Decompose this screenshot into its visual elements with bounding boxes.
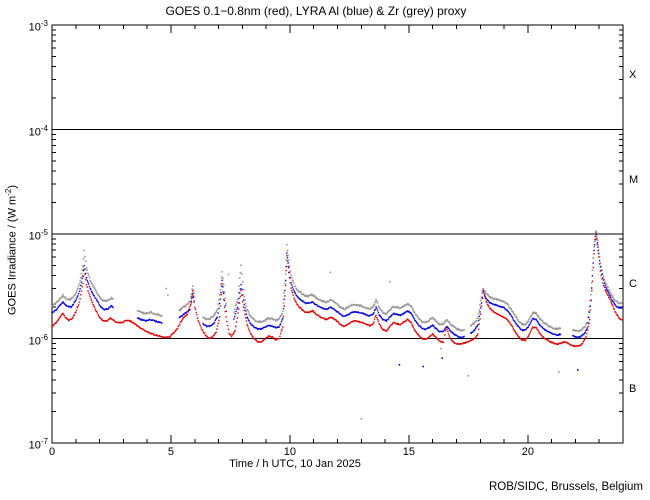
- x-tick-label-0: 0: [48, 446, 56, 458]
- outlier-dot-0: [165, 287, 167, 290]
- x-axis-label: Time / h UTC, 10 Jan 2025: [229, 458, 361, 470]
- x-tick-label-3: 15: [402, 446, 415, 458]
- y-axis-label-text: GOES Irradiance / (W m: [6, 195, 19, 315]
- chart-title: GOES 0.1−0.8nm (red), LYRA Al (blue) & Z…: [165, 4, 467, 18]
- outlier-dot-9: [398, 364, 401, 366]
- footer-credit: ROB/SIDC, Brussels, Belgium: [488, 481, 643, 493]
- y-tick-label-1: 10-4: [28, 123, 48, 139]
- outlier-dot-4: [389, 280, 391, 283]
- outlier-dot-3: [329, 271, 332, 274]
- y-axis-label-close: ): [6, 185, 19, 189]
- outlier-dot-7: [467, 375, 470, 377]
- y-tick-label-4: 10-7: [28, 437, 48, 452]
- outlier-dot-11: [441, 357, 443, 359]
- y-axis-label-sup: -2: [4, 188, 13, 196]
- outlier-dot-1: [167, 294, 169, 296]
- flare-class-label-b: B: [629, 382, 637, 395]
- series-lyra-al-proxy: [51, 233, 624, 339]
- outlier-dot-5: [360, 418, 363, 420]
- x-tick-label-4: 20: [521, 446, 534, 458]
- outlier-dot-12: [577, 369, 579, 371]
- x-tick-label-2: 10: [283, 446, 297, 458]
- series-lyra-zr-proxy: [51, 230, 624, 333]
- outlier-dot-2: [227, 273, 230, 276]
- outlier-dot-8: [558, 371, 560, 373]
- flare-class-label-c: C: [629, 278, 637, 291]
- flare-class-label-x: X: [629, 69, 637, 82]
- y-tick-label-3: 10-6: [28, 332, 48, 348]
- y-tick-label-0: 10-3: [28, 19, 48, 34]
- outlier-dot-6: [440, 347, 442, 350]
- flare-class-label-m: M: [629, 173, 639, 186]
- outlier-dot-10: [422, 365, 424, 368]
- y-tick-label-2: 10-5: [28, 228, 48, 243]
- series-goes-0-1-0-8nm: [51, 231, 624, 348]
- x-tick-label-1: 5: [167, 446, 175, 458]
- y-axis-label: GOES Irradiance / (W m-2): [4, 41, 20, 459]
